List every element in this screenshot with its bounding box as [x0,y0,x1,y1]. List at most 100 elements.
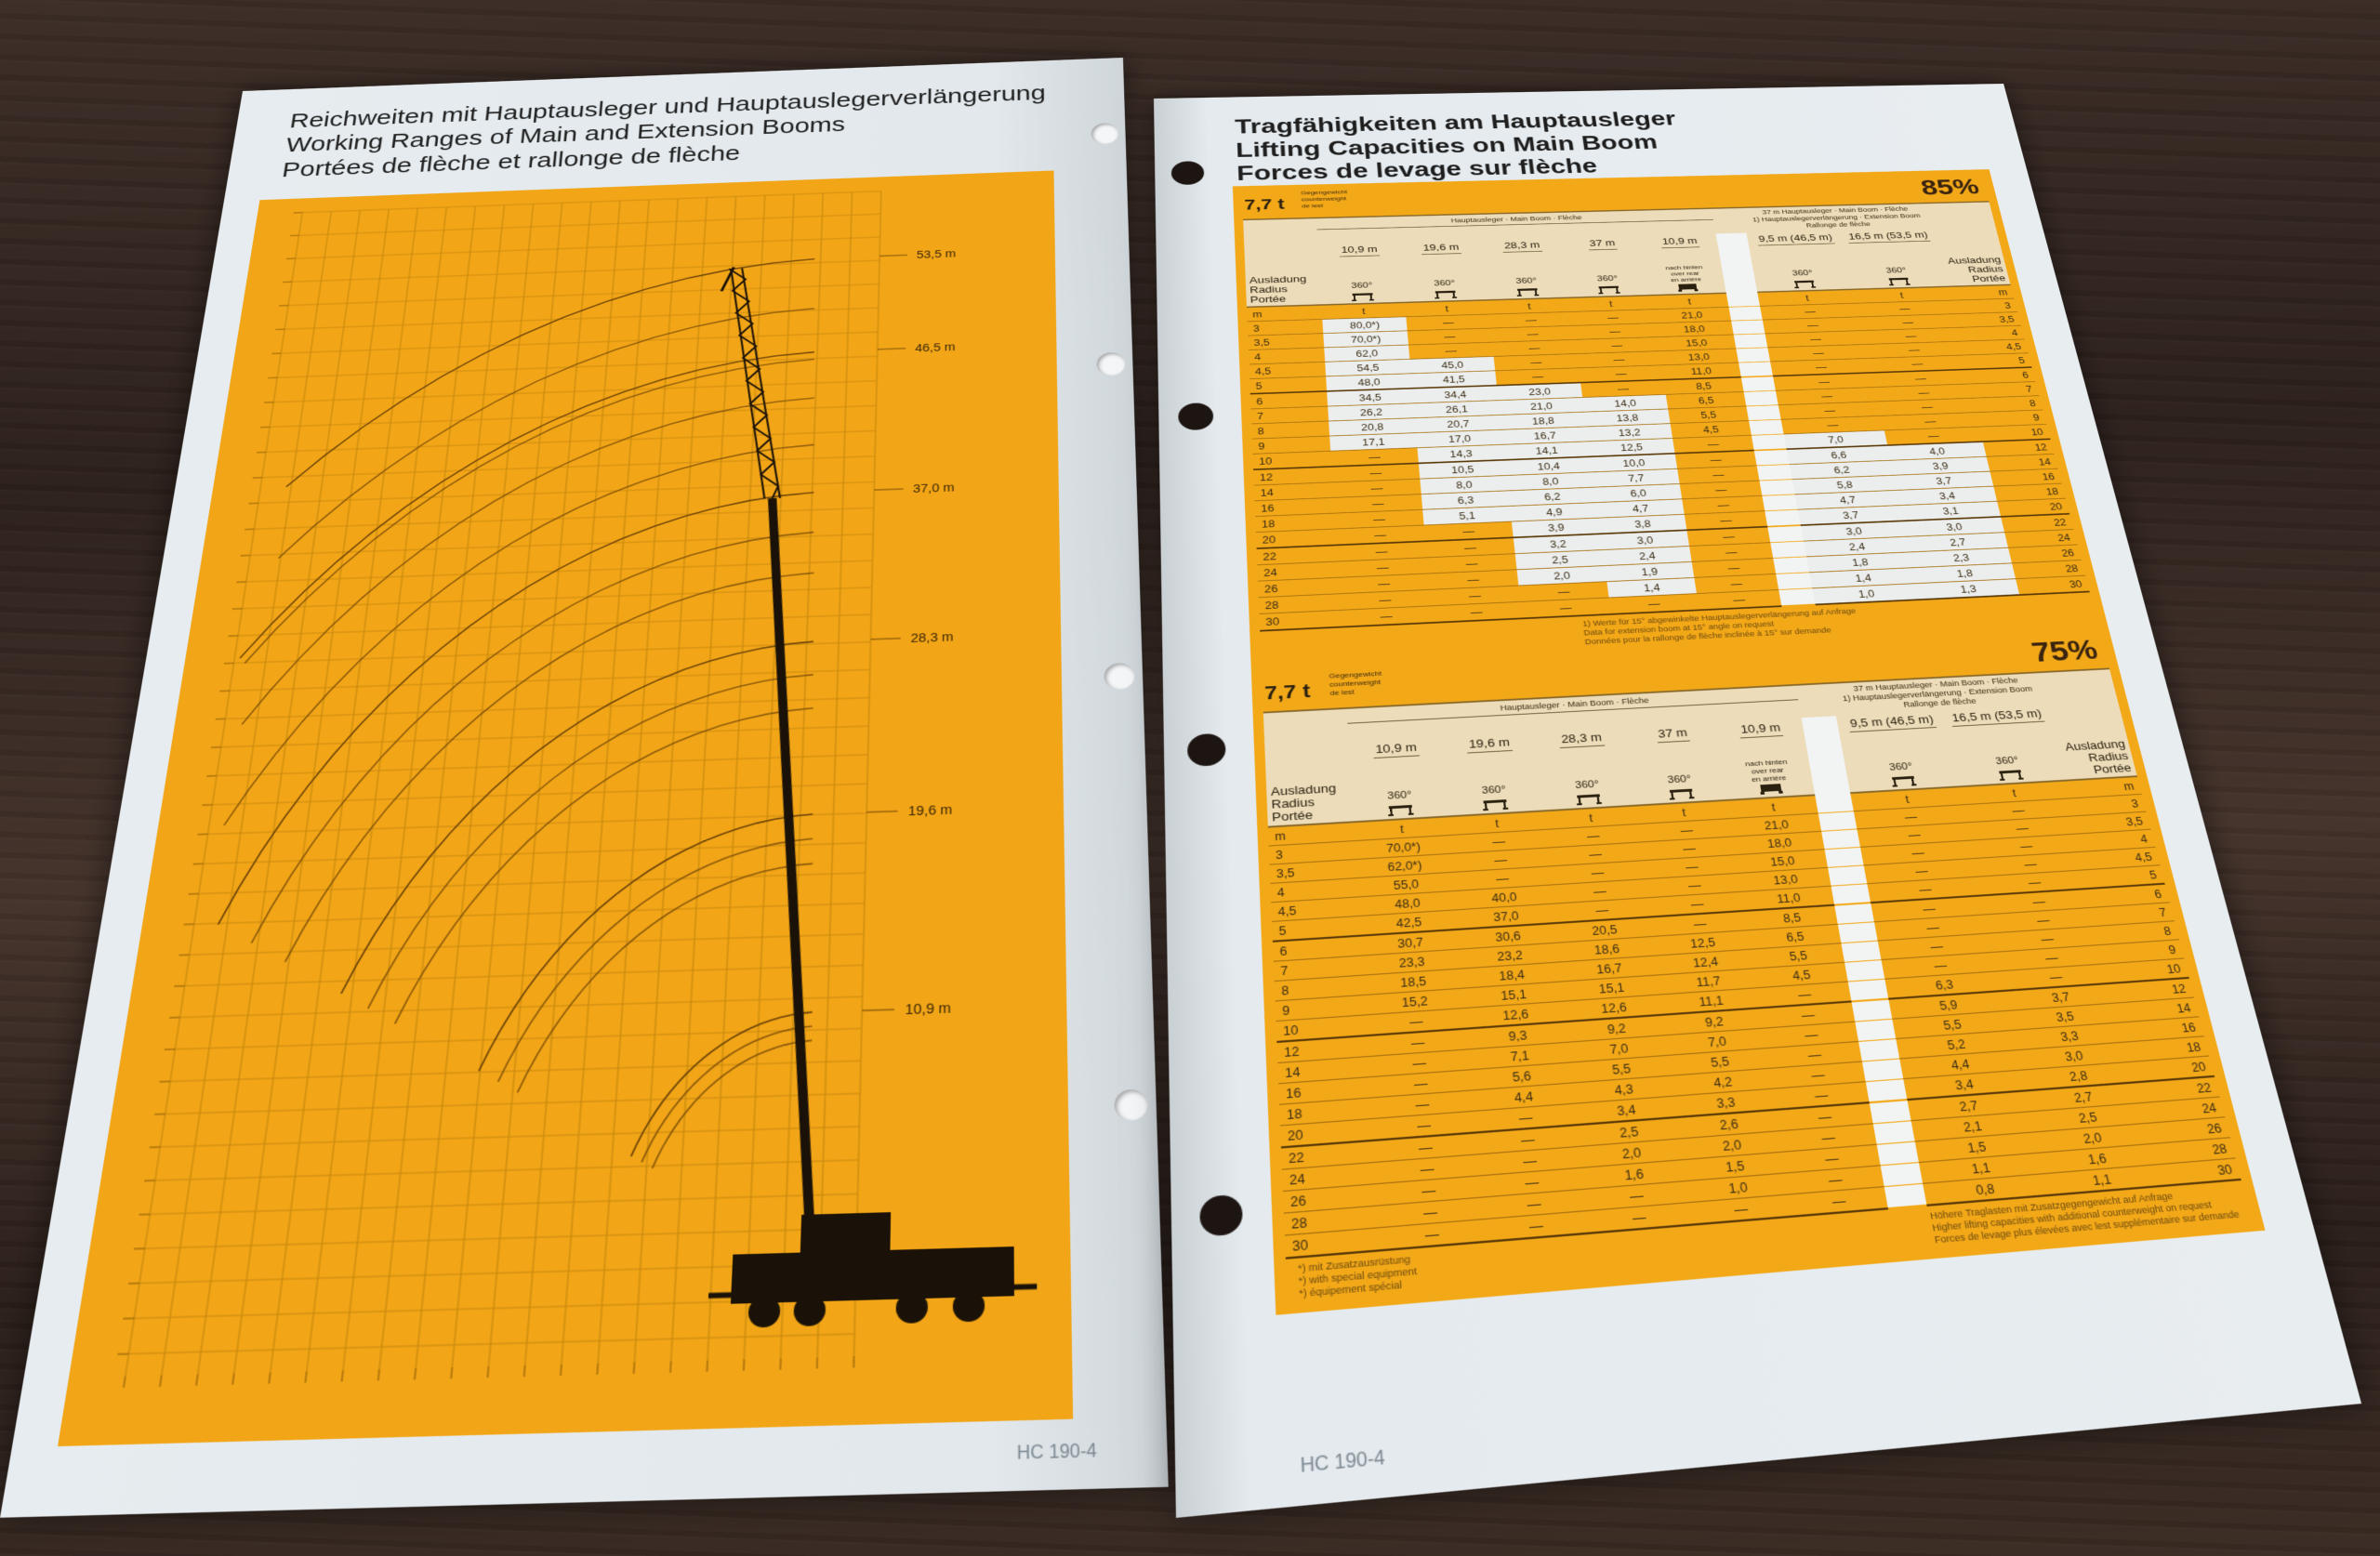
column-divider [1776,573,1813,590]
grid-line-vertical [598,199,678,1364]
slew-range: nach hinten over rear en arrière [1745,758,1791,784]
radius-label-right: Ausladung Radius Portée [1932,227,2011,287]
slew-range: 360° [1994,755,2020,768]
axis-tick [232,1374,234,1385]
counterweight-value: 7,7 t [1244,195,1285,214]
column-header: 10,9 m nach hinten over rear en arrière [1641,233,1726,296]
outrigger-rear-icon [1759,784,1783,795]
radius-label-left: Ausladung Radius Portée [1264,742,1354,827]
axis-tick [597,1364,598,1375]
label-leader-line [866,811,897,812]
axis-tick [524,1365,525,1377]
punch-hole [1170,161,1205,186]
punch-hole [1114,1088,1148,1122]
column-header: 37 m 360° [1626,722,1729,806]
column-divider [1815,794,1854,813]
capacity-grid: m t t t t t t t m 3 80,0*) — — —21,0— —3 3,5 70,0*) — — —18… [1246,285,2090,632]
capacity-cell: — [1608,594,1699,615]
grid-line-vertical [416,204,533,1368]
column-divider [1876,1141,1919,1166]
column-divider [1749,419,1784,435]
column-divider [1865,1079,1908,1102]
capacity-cell: — [1431,601,1523,624]
grid-line-vertical [307,207,447,1371]
counterweight-label: Gegengewicht counterweight de lest [1329,669,1382,697]
radius-label-left: Ausladung Radius Portée [1244,244,1321,308]
punch-hole [1199,1193,1244,1237]
working-range-arc [224,444,814,824]
column-divider [1765,509,1801,526]
outrigger-360-icon [1577,794,1603,806]
column-header: 19,6 m 360° [1442,732,1543,818]
column-divider [1733,334,1768,349]
radius-label-line: Portée [1271,808,1314,824]
grid-line-vertical [234,209,390,1373]
counterweight-label-line: counterweight [1301,195,1347,203]
outrigger-360-icon [1891,775,1917,787]
grid-line-vertical [343,206,475,1371]
axis-tick [487,1366,488,1378]
outrigger-360-icon [1435,290,1458,299]
working-range-arc [641,1026,812,1162]
column-divider [1762,494,1798,511]
column-header: 10,9 m nach hinten over rear en arrière [1716,718,1815,800]
slew-range: 360° [1792,269,1814,278]
outrigger-360-icon [1483,799,1509,811]
grid-line-vertical [525,201,620,1365]
working-range-arc [518,864,813,1092]
column-divider [1824,847,1864,867]
column-divider [1844,960,1885,982]
punch-hole [1178,402,1214,431]
radius-label-line: Portée [1971,272,2007,284]
column-divider [1759,480,1795,495]
model-footer: HC 190-4 [1016,1442,1098,1464]
slew-range: 360° [1574,779,1600,791]
working-range-arc [245,359,814,663]
slew-range: 360° [1387,789,1412,802]
outrigger-360-icon [1352,293,1375,302]
outrigger-360-icon [1998,770,2024,781]
capacity-cell: 1,0 [1812,584,1921,606]
column-divider [1770,541,1806,559]
capacity-table-85pct: 7,7 t Gegengewicht counterweight de lest 85%… [1233,169,2107,663]
boom-length: 37 m [1655,725,1691,744]
working-range-arc [368,675,813,1009]
axis-tick [451,1367,452,1378]
boom-length: 9,5 m (46,5 m) [1846,712,1937,732]
column-divider [1851,999,1893,1022]
outrigger-360-icon [1516,288,1540,297]
column-header: 9,5 m (46,5 m) 360° [1746,231,1854,293]
grid-line-horizontal [302,191,881,213]
column-header: 16,5 m (53,5 m) 360° [1944,705,2064,787]
column-divider [1831,884,1871,904]
column-divider [1736,348,1771,363]
column-divider [1731,320,1765,335]
boom-length-label: 46,5 m [915,341,956,354]
label-leader-line [862,1009,894,1010]
slew-range: 360° [1667,773,1692,786]
column-divider [1751,434,1787,450]
column-divider [1818,811,1858,831]
footnote-left: *) mit Zusatzausrüstung *) with special e… [1298,1253,1419,1300]
label-leader-line [871,639,901,640]
counterweight-label: Gegengewicht counterweight de lest [1301,189,1348,209]
column-divider [1767,525,1804,543]
grid-line-vertical [817,192,852,1358]
lifting-capacities-title: Tragfähigkeiten am Hauptausleger Lifting… [1235,108,1686,186]
working-range-arc [218,493,814,925]
lattice-chord [718,267,775,500]
crane-cab [800,1212,892,1259]
boom-length: 10,9 m [1339,244,1381,257]
column-divider [1743,390,1778,406]
grid-line-vertical [707,195,765,1360]
boom-length: 10,9 m [1659,235,1700,249]
axis-tick [378,1369,379,1380]
axis-tick [160,1376,162,1387]
boom-length: 37 m [1586,237,1619,251]
column-divider [1740,376,1776,392]
outrigger-360-icon [1598,285,1620,295]
column-header: 37 m 360° [1561,236,1650,298]
axis-tick [342,1370,343,1381]
axis-tick [269,1372,271,1383]
column-divider [1884,1183,1927,1208]
